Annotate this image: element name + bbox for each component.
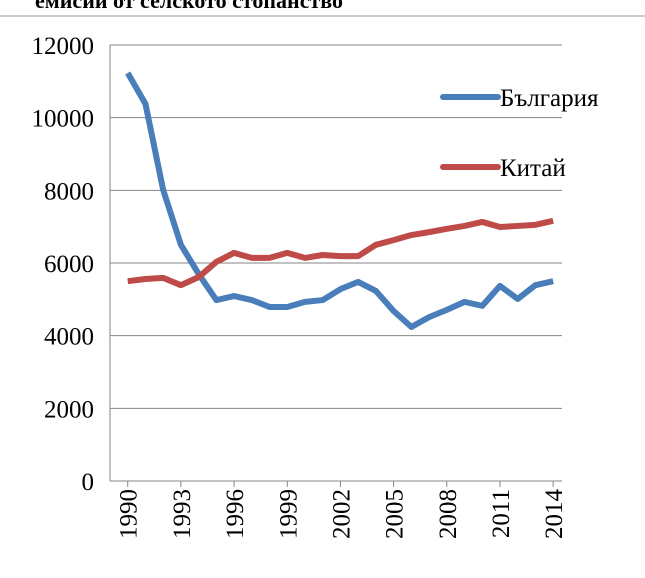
y-tick-label: 4000 xyxy=(44,324,94,351)
legend-label: Китай xyxy=(500,155,566,182)
legend-label: България xyxy=(500,85,599,112)
x-tick-label: 2014 xyxy=(541,489,568,540)
data-line xyxy=(127,217,554,289)
x-tick-label: 1996 xyxy=(222,489,249,539)
x-tick-label: 2011 xyxy=(488,489,515,538)
y-tick-label: 8000 xyxy=(44,178,94,205)
y-tick-label: 10000 xyxy=(32,106,95,133)
y-tick-label: 12000 xyxy=(32,33,95,60)
y-tick-label: 6000 xyxy=(44,251,94,278)
x-tick-label: 1999 xyxy=(275,489,302,539)
x-tick-label: 2002 xyxy=(328,489,355,539)
x-tick-label: 2008 xyxy=(435,489,462,539)
x-tick-label: 1993 xyxy=(169,489,196,539)
chart-title: емисии от селското стопанство xyxy=(35,0,343,13)
data-line xyxy=(125,71,554,330)
x-tick-label: 2005 xyxy=(382,489,409,539)
y-tick-label: 2000 xyxy=(44,396,94,423)
y-tick-label: 0 xyxy=(82,469,95,496)
x-tick-label: 1990 xyxy=(116,489,143,539)
